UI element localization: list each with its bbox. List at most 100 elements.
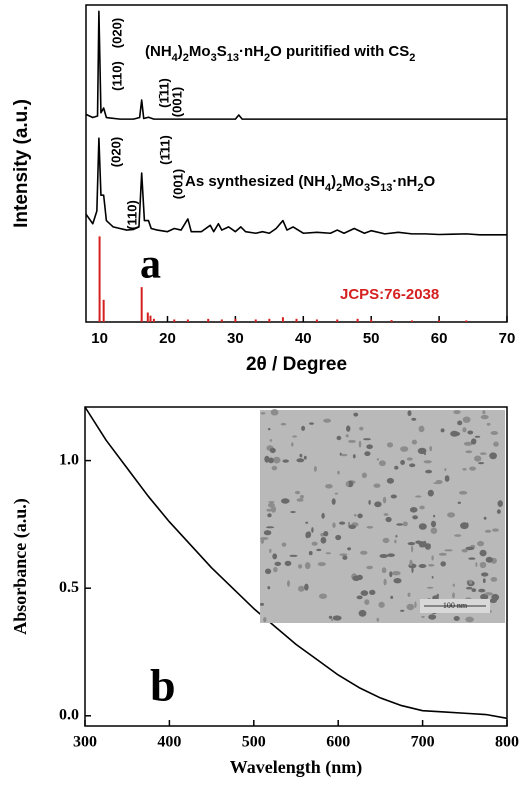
label-part: ·nH [392,173,417,190]
panel-letter: a [140,242,161,288]
particle [281,498,290,504]
particle [304,583,309,591]
particle [289,554,298,557]
particle [475,562,478,567]
particle [490,577,498,582]
y-axis-title: Absorbance (a.u.) [10,498,31,635]
particle [341,453,348,457]
x-axis-title: Wavelength (nm) [230,757,363,778]
particle [360,550,368,555]
particle [462,427,467,433]
particle [383,513,389,516]
label-part: O puritified with CS [270,43,409,60]
particle [260,602,264,606]
particle [426,586,434,589]
particle [373,483,381,488]
particle [369,589,376,596]
x-axis-title: 2θ / Degree [246,354,347,375]
particle [274,561,282,567]
particle [465,616,474,623]
peak-label: (1̄11) [157,135,172,165]
particle [376,458,380,461]
particle [458,490,468,495]
particle [267,586,271,590]
label-part: Mo [189,43,211,60]
y-axis-title: Intensity (a.u.) [11,99,32,228]
label-part: 3 [364,182,370,194]
particle [424,452,426,456]
particle [486,422,491,426]
particle [452,592,455,599]
particle [335,534,342,541]
particle [271,465,278,471]
particle [466,586,473,590]
particle [331,498,336,505]
x-tick-label: 500 [242,734,266,751]
label-part: O [423,173,435,190]
particle [265,526,275,529]
particle [411,439,417,445]
particle [336,435,342,441]
particle [390,595,394,600]
particle [421,615,425,618]
particle [407,542,416,546]
particle [306,531,312,538]
particle [299,494,304,499]
particle [418,425,425,433]
particle [296,458,305,463]
particle [400,460,405,465]
particle [356,595,363,600]
scale-label: 100 nm [443,601,468,610]
particle [386,442,394,448]
particle [332,615,342,621]
particle [427,489,434,497]
peak-label: (001) [170,169,185,199]
particle [414,601,417,608]
particle [462,416,471,423]
particle [352,575,361,581]
particle [394,465,399,470]
particle [423,540,427,548]
particle [376,617,380,622]
particle [382,537,390,544]
particle [497,500,503,507]
particle [479,561,487,569]
particle [474,435,481,438]
label-part: 2 [417,182,423,194]
particle [269,447,276,454]
particle [263,617,267,623]
particle [378,601,385,608]
particle [419,505,425,510]
particle [482,578,486,583]
label-part: 13 [227,52,239,64]
particle [346,425,351,432]
particle [381,567,387,574]
particle [294,490,301,495]
particle [469,466,476,471]
particle [400,446,409,452]
particle [483,516,487,520]
particle [296,498,304,502]
particle [358,440,362,448]
particle [451,431,461,437]
data-line [85,10,507,120]
x-tick-label: 70 [499,330,516,347]
particle [345,434,349,438]
label-part: 13 [380,182,392,194]
particle [493,441,499,447]
particle [269,548,272,554]
x-tick-label: 600 [326,734,350,751]
particle [309,422,314,425]
particle [358,609,367,617]
particle [317,562,326,567]
particle [400,609,405,612]
particle [265,568,272,575]
particle [291,442,294,447]
particle [303,455,307,460]
particle [415,540,422,544]
inset-image: 100 nm [260,409,505,623]
particle [480,593,489,601]
particle [492,528,499,532]
particle [474,455,482,462]
